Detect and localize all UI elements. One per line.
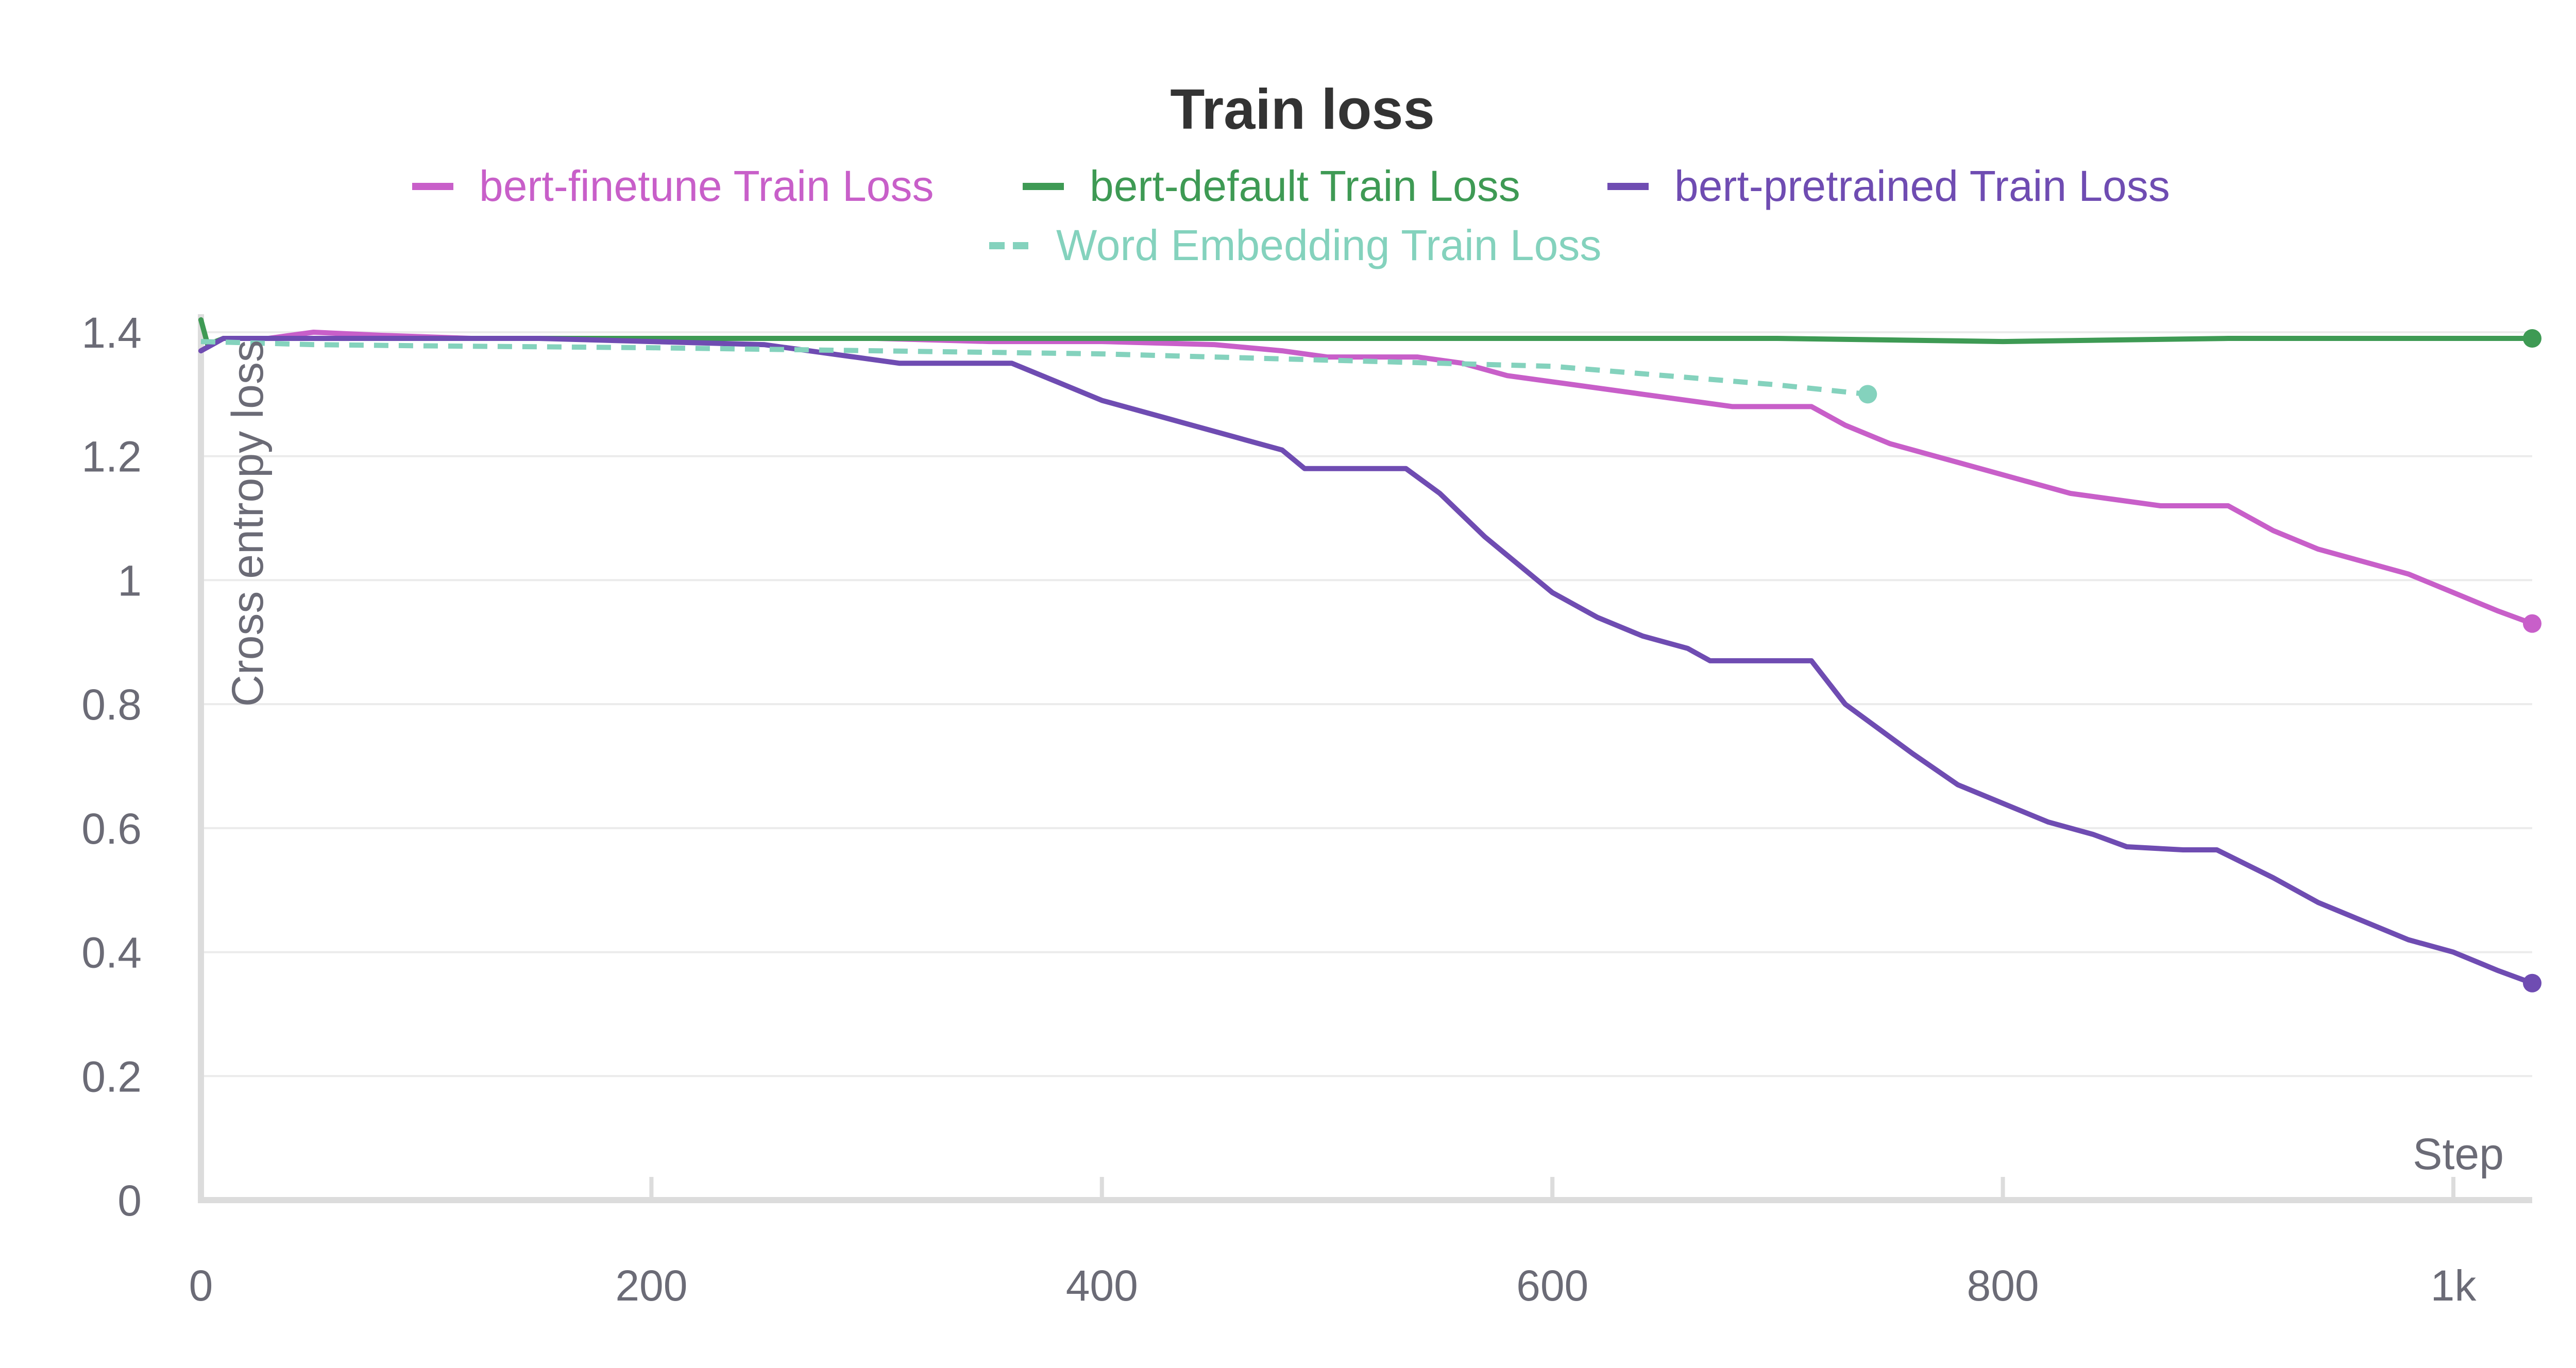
- y-tick-label: 0.2: [81, 1052, 142, 1101]
- y-axis-label: Cross entropy loss: [223, 340, 273, 707]
- axes: 0 0.2 0.4 0.6 0.8 1 1.2 1.4 0 200 400 600 800 1k: [81, 309, 2532, 1310]
- series-end-point-0[interactable]: [2523, 614, 2541, 633]
- series-end-point-1[interactable]: [2523, 329, 2541, 348]
- x-tick-label: 1k: [2431, 1261, 2477, 1310]
- legend: bert-finetune Train Loss bert-default Tra…: [412, 162, 2170, 269]
- grid: [201, 331, 2532, 1078]
- x-tick-label: 600: [1516, 1261, 1588, 1310]
- x-tick-label: 200: [615, 1261, 687, 1310]
- y-tick-label: 0: [117, 1176, 142, 1225]
- legend-label: bert-default Train Loss: [1090, 162, 1520, 210]
- series-line-2[interactable]: [198, 336, 2535, 986]
- x-tick-label: 0: [189, 1261, 213, 1310]
- legend-item-0[interactable]: bert-finetune Train Loss: [412, 162, 934, 210]
- y-tick-label: 1.2: [81, 433, 142, 481]
- series-layer: [198, 317, 2541, 993]
- y-tick-label: 0.6: [81, 805, 142, 853]
- y-tick-label: 0.8: [81, 680, 142, 729]
- legend-label: bert-finetune Train Loss: [479, 162, 934, 210]
- series-end-point-2[interactable]: [2523, 973, 2541, 993]
- series-end-point-3[interactable]: [1858, 385, 1877, 404]
- chart-title: Train loss: [1170, 78, 1435, 141]
- legend-item-2[interactable]: bert-pretrained Train Loss: [1607, 162, 2170, 210]
- y-tick-label: 1.4: [81, 309, 142, 357]
- y-tick-label: 1: [117, 556, 142, 605]
- legend-item-3[interactable]: Word Embedding Train Loss: [989, 221, 1601, 269]
- legend-label: bert-pretrained Train Loss: [1674, 162, 2170, 210]
- series-line-3[interactable]: [200, 339, 1868, 397]
- x-tick-label: 400: [1066, 1261, 1138, 1310]
- legend-label: Word Embedding Train Loss: [1056, 221, 1601, 269]
- x-tick-label: 800: [1967, 1261, 2039, 1310]
- y-tick-label: 0.4: [81, 929, 142, 977]
- legend-item-1[interactable]: bert-default Train Loss: [1023, 162, 1520, 210]
- x-axis-label: Step: [2413, 1130, 2504, 1179]
